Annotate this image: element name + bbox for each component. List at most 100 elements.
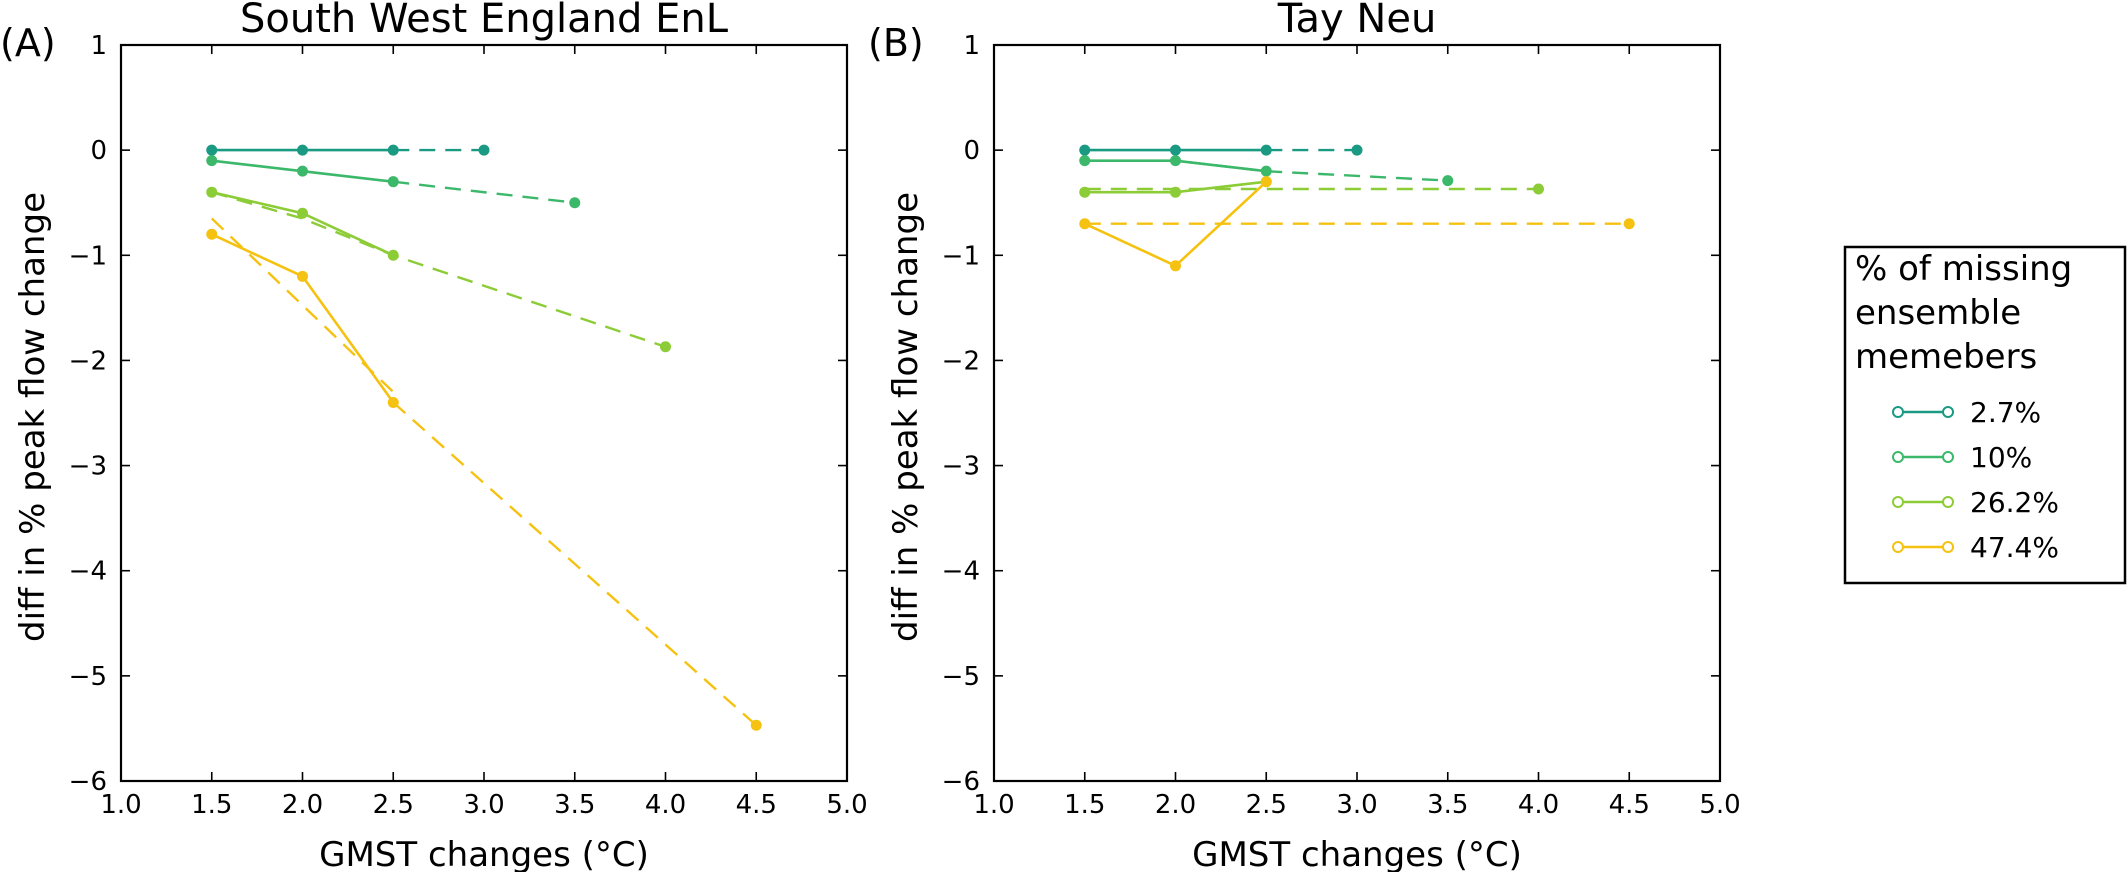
- legend-label: 10%: [1970, 441, 2032, 474]
- y-tick-label: 1: [963, 31, 980, 61]
- x-tick-label: 2.0: [282, 790, 323, 820]
- panel-label: (B): [868, 21, 924, 65]
- y-tick-label: −5: [69, 662, 107, 692]
- y-tick-label: 1: [90, 31, 107, 61]
- legend-title-line: memebers: [1855, 337, 2037, 377]
- y-tick-label: −2: [69, 346, 107, 376]
- x-tick-label: 2.0: [1155, 790, 1196, 820]
- legend-label: 2.7%: [1970, 396, 2041, 429]
- x-tick-label: 3.5: [554, 790, 595, 820]
- x-tick-label: 2.5: [373, 790, 414, 820]
- legend-marker: [1892, 451, 1904, 463]
- panel-a: (A) South West England EnL GMST changes …: [0, 0, 868, 872]
- legend-marker: [1892, 496, 1904, 508]
- y-axis-label: diff in % peak flow change: [13, 192, 53, 642]
- legend: % of missing ensemble memebers 2.7% 10% 26…: [1843, 245, 2127, 585]
- legend-frame: [1843, 245, 2127, 585]
- data-point: [1260, 176, 1272, 188]
- x-tick-label: 4.5: [1609, 790, 1650, 820]
- y-tick-label: 0: [963, 136, 980, 166]
- data-point: [206, 155, 218, 167]
- legend-title-line: ensemble: [1855, 293, 2021, 333]
- data-point: [1170, 186, 1181, 198]
- data-point: [297, 270, 308, 282]
- x-axis-label: GMST changes (°C): [319, 835, 649, 872]
- data-point: [206, 186, 218, 198]
- data-point: [1260, 144, 1272, 156]
- legend-items: 2.7% 10% 26.2% 47.4%: [1892, 396, 2059, 564]
- data-point: [206, 144, 218, 156]
- x-tick-label: 5.0: [1699, 790, 1740, 820]
- chart-title: South West England EnL: [240, 0, 729, 42]
- y-tick-label: −1: [69, 241, 107, 271]
- axis-ticks: 1.0 1.5 2.0 2.5 3.0 3.5 4.0 4.5 5.0 1 0 −1 −2 −3 −4 −5 −…: [69, 31, 868, 820]
- x-tick-label: 4.0: [1518, 790, 1559, 820]
- legend-marker: [1942, 541, 1954, 553]
- x-tick-label: 4.0: [645, 790, 686, 820]
- series-dashed-line: [211, 191, 666, 348]
- y-tick-label: −4: [942, 557, 980, 587]
- data-point: [1079, 155, 1091, 167]
- panel-b: (B) Tay Neu GMST changes (°C) diff in % …: [868, 0, 1741, 872]
- chart-title: Tay Neu: [1277, 0, 1437, 42]
- data-point: [1442, 175, 1454, 187]
- legend-marker: [1942, 451, 1954, 463]
- plot-frame: [119, 43, 849, 783]
- series-lines: [1079, 144, 1635, 272]
- data-point: [387, 249, 399, 261]
- x-tick-label: 1.5: [191, 790, 232, 820]
- y-tick-label: −6: [69, 767, 107, 797]
- data-point: [297, 207, 308, 219]
- legend-marker: [1942, 406, 1954, 418]
- data-point: [1260, 165, 1272, 177]
- x-tick-label: 2.5: [1246, 790, 1287, 820]
- x-tick-label: 3.0: [1336, 790, 1377, 820]
- data-point: [1533, 183, 1544, 195]
- data-point: [569, 197, 581, 209]
- legend-marker: [1892, 541, 1904, 553]
- legend-label: 26.2%: [1970, 486, 2059, 519]
- data-point: [387, 144, 399, 156]
- legend-marker: [1942, 496, 1954, 508]
- data-point: [387, 176, 399, 188]
- data-point: [1079, 218, 1091, 230]
- y-tick-label: −4: [69, 557, 107, 587]
- x-tick-label: 4.5: [736, 790, 777, 820]
- data-point: [1170, 260, 1181, 272]
- y-tick-label: −1: [942, 241, 980, 271]
- y-tick-label: −3: [942, 452, 980, 482]
- series-lines: [206, 144, 762, 731]
- data-point: [660, 341, 671, 353]
- y-tick-label: −6: [942, 767, 980, 797]
- data-point: [1623, 218, 1635, 230]
- x-tick-label: 1.0: [100, 790, 141, 820]
- x-axis-label: GMST changes (°C): [1192, 835, 1522, 872]
- data-point: [387, 396, 399, 408]
- data-point: [1170, 155, 1181, 167]
- y-tick-label: −3: [69, 452, 107, 482]
- legend-label: 47.4%: [1970, 531, 2059, 564]
- y-tick-label: −2: [942, 346, 980, 376]
- axis-ticks: 1.0 1.5 2.0 2.5 3.0 3.5 4.0 4.5 5.0 1 0 −1 −2 −3 −4 −5 −…: [942, 31, 1741, 820]
- x-tick-label: 5.0: [826, 790, 867, 820]
- data-point: [1079, 144, 1091, 156]
- y-axis-label: diff in % peak flow change: [886, 192, 926, 642]
- y-tick-label: −5: [942, 662, 980, 692]
- x-tick-label: 3.5: [1427, 790, 1468, 820]
- data-point: [1170, 144, 1181, 156]
- data-point: [297, 165, 308, 177]
- x-tick-label: 1.5: [1064, 790, 1105, 820]
- legend-marker: [1892, 406, 1904, 418]
- series-dashed-line: [393, 180, 575, 204]
- series-line: [211, 233, 395, 404]
- series-dashed-line: [392, 401, 758, 727]
- legend-title-line: % of missing: [1855, 249, 2072, 289]
- y-tick-label: 0: [90, 136, 107, 166]
- x-tick-label: 3.0: [463, 790, 504, 820]
- data-point: [750, 719, 762, 731]
- data-point: [297, 144, 308, 156]
- x-tick-label: 1.0: [973, 790, 1014, 820]
- panel-label: (A): [0, 21, 56, 65]
- data-point: [478, 144, 490, 156]
